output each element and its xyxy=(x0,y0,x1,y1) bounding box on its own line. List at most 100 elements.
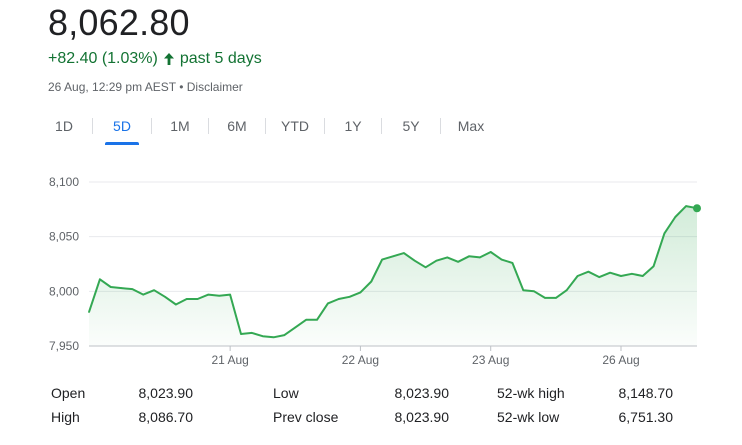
data-point xyxy=(457,261,459,263)
data-point xyxy=(316,318,318,321)
data-point xyxy=(620,275,622,277)
data-point xyxy=(522,289,525,292)
tab-1m[interactable]: 1M xyxy=(170,118,190,134)
change-value: +82.40 (1.03%) xyxy=(48,50,158,67)
data-point xyxy=(229,293,231,296)
stat-value: 8,086.70 xyxy=(138,409,194,425)
meta-separator: • xyxy=(179,80,184,94)
data-point xyxy=(327,302,329,305)
data-point xyxy=(261,335,264,337)
data-point xyxy=(283,334,286,336)
quote-timestamp: 26 Aug, 12:29 pm AEST xyxy=(48,80,176,94)
data-point xyxy=(392,255,394,258)
change-period: past 5 days xyxy=(179,50,262,67)
data-point xyxy=(381,258,383,261)
data-point xyxy=(131,288,134,290)
price-change: +82.40 (1.03%) past 5 days xyxy=(48,50,262,68)
stat-value: 6,751.30 xyxy=(618,409,674,425)
data-point xyxy=(663,232,666,235)
data-point xyxy=(598,276,601,278)
tab-separator xyxy=(324,118,325,134)
data-point xyxy=(109,286,112,288)
tab-6m[interactable]: 6M xyxy=(227,118,247,134)
stat-value: 8,148.70 xyxy=(618,385,674,401)
data-point xyxy=(240,333,242,335)
stat-label: Open xyxy=(51,385,86,401)
quote-meta: 26 Aug, 12:29 pm AEST • Disclaimer xyxy=(48,80,243,94)
disclaimer-link[interactable]: Disclaimer xyxy=(186,80,243,94)
data-point xyxy=(196,298,199,300)
data-point xyxy=(294,326,297,329)
tab-separator xyxy=(265,118,266,134)
data-point xyxy=(413,259,416,262)
data-point xyxy=(348,296,351,298)
data-point xyxy=(631,273,633,275)
data-point xyxy=(403,252,405,254)
stat-label: Prev close xyxy=(273,409,339,425)
data-point xyxy=(576,275,579,277)
data-point xyxy=(435,259,438,262)
x-tick-label: 22 Aug xyxy=(342,353,379,367)
data-point xyxy=(359,291,362,294)
data-point xyxy=(652,265,655,267)
tab-5y[interactable]: 5Y xyxy=(402,118,420,134)
data-point xyxy=(489,251,492,253)
tab-separator xyxy=(381,118,382,134)
stats-row: Open 8,023.90 Low 8,023.90 52-wk high 8,148.7… xyxy=(0,385,742,407)
data-point xyxy=(153,289,155,292)
data-point xyxy=(685,205,687,207)
stat-value: 8,023.90 xyxy=(394,409,450,425)
data-point xyxy=(185,298,188,300)
data-point xyxy=(641,275,644,277)
stat-label: High xyxy=(51,409,80,425)
data-point xyxy=(175,303,177,306)
tab-separator xyxy=(208,118,209,134)
data-point xyxy=(609,271,611,274)
data-point xyxy=(424,266,427,269)
data-point xyxy=(555,297,557,299)
stat-value: 8,023.90 xyxy=(394,385,450,401)
y-axis-labels: 7,950 8,000 8,050 8,100 xyxy=(49,175,79,353)
data-point xyxy=(251,332,253,334)
data-point xyxy=(500,258,503,261)
y-tick-label: 8,000 xyxy=(49,284,79,298)
data-point xyxy=(120,287,123,289)
tab-ytd[interactable]: YTD xyxy=(281,118,309,134)
data-point xyxy=(272,336,275,339)
y-tick-label: 8,050 xyxy=(49,230,79,244)
data-point xyxy=(88,311,90,313)
tab-5d[interactable]: 5D xyxy=(93,112,151,140)
data-point xyxy=(674,216,677,218)
x-tick-label: 21 Aug xyxy=(211,353,248,367)
current-value-dot xyxy=(693,204,701,213)
tab-separator xyxy=(440,118,441,134)
arrow-up-icon xyxy=(163,53,174,65)
data-point xyxy=(468,255,470,258)
data-point xyxy=(565,289,568,292)
y-tick-label: 7,950 xyxy=(49,339,79,353)
data-point xyxy=(370,280,373,283)
stat-label: 52-wk low xyxy=(497,409,560,425)
x-tick-label: 26 Aug xyxy=(602,353,639,367)
x-axis-ticks: 21 Aug 22 Aug 23 Aug 26 Aug xyxy=(211,346,640,367)
data-point xyxy=(218,294,221,297)
stat-label: Low xyxy=(273,385,299,401)
tab-max[interactable]: Max xyxy=(457,118,485,134)
stats-row: High 8,086.70 Prev close 8,023.90 52-wk low 6… xyxy=(0,409,742,431)
data-point xyxy=(479,256,481,259)
price-area-fill xyxy=(89,206,697,346)
tab-1d[interactable]: 1D xyxy=(55,118,73,134)
data-point xyxy=(337,298,340,300)
time-range-tabs: 1D 5D 1M 6M YTD 1Y 5Y Max xyxy=(36,112,501,140)
stat-label: 52-wk high xyxy=(497,385,565,401)
data-point xyxy=(99,278,101,281)
data-point xyxy=(511,262,514,264)
data-point xyxy=(142,293,145,296)
y-tick-label: 8,100 xyxy=(49,175,79,189)
tab-separator xyxy=(151,118,152,134)
data-point xyxy=(533,290,535,293)
tab-1y[interactable]: 1Y xyxy=(344,118,362,134)
data-point xyxy=(305,318,307,321)
data-point xyxy=(207,293,210,296)
